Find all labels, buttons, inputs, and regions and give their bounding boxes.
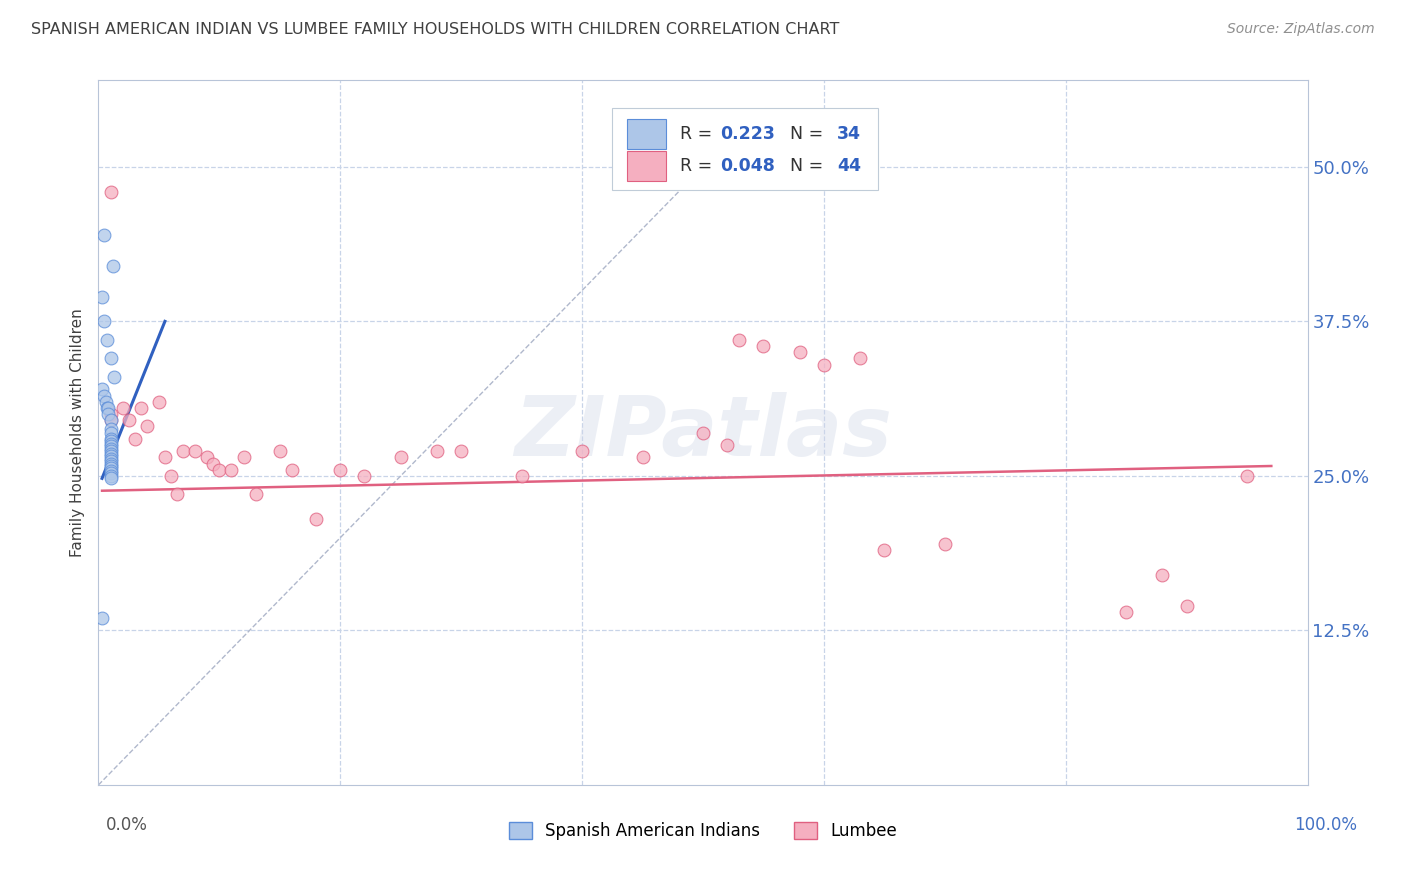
Point [389, 450, 412, 465]
Point [221, 463, 243, 477]
Point [692, 425, 714, 440]
Point [305, 512, 328, 526]
Text: 100.0%: 100.0% [1294, 816, 1357, 834]
Point [93, 388, 115, 402]
Text: N =: N = [779, 125, 830, 143]
Point [100, 458, 122, 473]
Point [426, 444, 449, 458]
Point [101, 259, 124, 273]
Point [100, 461, 122, 475]
Text: R =: R = [681, 125, 718, 143]
Point [100, 467, 122, 481]
Point [100, 464, 122, 478]
Point [208, 463, 231, 477]
FancyBboxPatch shape [613, 109, 879, 189]
Point [100, 469, 122, 483]
Point [166, 487, 188, 501]
Point [96, 401, 118, 415]
Point [91, 611, 114, 625]
Text: N =: N = [779, 157, 830, 175]
Y-axis label: Family Households with Children: Family Households with Children [70, 309, 86, 557]
Point [100, 434, 122, 449]
Point [97, 401, 120, 415]
Point [100, 432, 122, 446]
Point [873, 543, 896, 558]
Point [631, 450, 654, 465]
Point [232, 450, 254, 465]
Point [153, 450, 176, 465]
Point [93, 314, 115, 328]
Text: ZIPatlas: ZIPatlas [515, 392, 891, 473]
Point [849, 351, 872, 366]
Text: R =: R = [681, 157, 718, 175]
Point [450, 444, 472, 458]
Text: 44: 44 [837, 157, 862, 175]
Point [100, 351, 122, 366]
Point [716, 438, 738, 452]
Point [129, 401, 152, 415]
Point [752, 339, 775, 353]
Point [91, 382, 114, 396]
Point [172, 444, 194, 458]
Point [93, 227, 115, 242]
Text: 0.048: 0.048 [720, 157, 775, 175]
Point [813, 358, 835, 372]
Point [91, 290, 114, 304]
Point [329, 463, 352, 477]
Point [728, 333, 751, 347]
Point [100, 439, 122, 453]
Point [184, 444, 207, 458]
Point [100, 185, 122, 199]
Point [245, 487, 267, 501]
Point [160, 469, 183, 483]
Text: 34: 34 [837, 125, 862, 143]
Point [100, 451, 122, 466]
Point [100, 471, 122, 485]
Point [269, 444, 291, 458]
FancyBboxPatch shape [627, 152, 665, 181]
Legend: Spanish American Indians, Lumbee: Spanish American Indians, Lumbee [502, 815, 904, 847]
Point [789, 345, 811, 359]
Point [100, 444, 122, 458]
Point [510, 469, 533, 483]
FancyBboxPatch shape [627, 119, 665, 149]
Point [100, 422, 122, 436]
Point [100, 413, 122, 427]
Point [1115, 605, 1137, 619]
Point [100, 454, 122, 468]
Point [281, 463, 304, 477]
Text: 0.223: 0.223 [720, 125, 775, 143]
Point [202, 457, 225, 471]
Point [148, 394, 170, 409]
Point [103, 370, 125, 384]
Text: SPANISH AMERICAN INDIAN VS LUMBEE FAMILY HOUSEHOLDS WITH CHILDREN CORRELATION CH: SPANISH AMERICAN INDIAN VS LUMBEE FAMILY… [31, 22, 839, 37]
Point [96, 333, 118, 347]
Point [100, 425, 122, 440]
Point [100, 449, 122, 463]
Point [118, 413, 141, 427]
Point [100, 413, 122, 427]
Point [100, 407, 122, 421]
Text: 0.0%: 0.0% [105, 816, 148, 834]
Point [135, 419, 157, 434]
Point [195, 450, 218, 465]
Point [124, 432, 146, 446]
Text: Source: ZipAtlas.com: Source: ZipAtlas.com [1227, 22, 1375, 37]
Point [111, 401, 134, 415]
Point [97, 407, 120, 421]
Point [353, 469, 375, 483]
Point [1175, 599, 1198, 613]
Point [100, 436, 122, 450]
Point [1236, 469, 1258, 483]
Point [1152, 567, 1174, 582]
Point [934, 537, 956, 551]
Point [571, 444, 593, 458]
Point [100, 442, 122, 456]
Point [100, 457, 122, 471]
Point [94, 394, 117, 409]
Point [100, 447, 122, 461]
